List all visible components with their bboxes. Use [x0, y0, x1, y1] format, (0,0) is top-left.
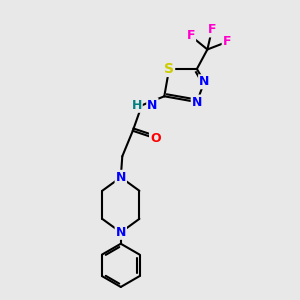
Text: N: N [116, 226, 126, 239]
Text: S: S [164, 62, 174, 76]
Text: N: N [199, 75, 209, 88]
Text: N: N [192, 95, 202, 109]
Text: O: O [150, 132, 160, 145]
Text: F: F [208, 23, 216, 37]
Text: H: H [131, 99, 142, 112]
Text: F: F [223, 35, 231, 49]
Text: F: F [187, 29, 195, 43]
Text: N: N [116, 171, 126, 184]
Text: N: N [147, 99, 158, 112]
